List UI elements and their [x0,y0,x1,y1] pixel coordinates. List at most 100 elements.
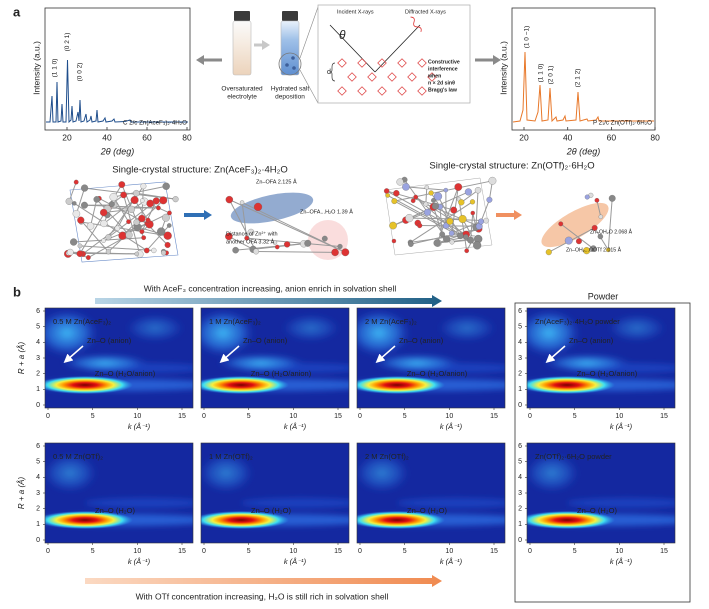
x-axis-label: k (Å⁻¹) [284,422,307,431]
bragg-theta: θ [339,28,346,42]
bragg-note: Constructive [428,59,460,65]
atom [164,241,171,248]
atom [433,192,443,201]
y-tick-label: 4 [36,339,40,346]
crystal-dot [285,63,289,67]
vial-caption: electrolyte [227,94,257,101]
x-tick-label: 10 [445,548,453,555]
atom [160,250,167,256]
lattice-atom [337,86,347,96]
bond [84,204,159,209]
x-tick-label: 10 [289,548,297,555]
zoom-line [299,69,319,104]
x-tick-label: 40 [563,132,573,142]
highlight-ring [308,220,348,260]
atom [483,217,490,224]
atom [81,184,89,192]
atom [239,200,245,205]
atom [591,224,598,231]
atom [443,187,448,193]
xrd-pattern [512,51,654,123]
y-tick-label: 2 [36,506,40,513]
x-tick-label: 10 [615,413,623,420]
x-tick-label: 0 [528,413,532,420]
lattice-atom [337,58,347,68]
bond [228,199,257,252]
x-tick-label: 15 [660,413,668,420]
y-tick-label: 3 [36,355,40,362]
atom [564,236,573,245]
atom [608,194,616,202]
atom [161,213,170,222]
bond [136,192,176,200]
atom [118,231,127,240]
atom [467,236,474,244]
x-tick-label: 5 [403,413,407,420]
wavelet-map [357,308,505,408]
streak [397,498,505,508]
atom [274,244,280,250]
panel-condition: 1 M Zn(OTf)₂ [209,452,253,461]
atom [606,247,611,253]
atom [109,193,118,202]
panel-label: a [13,4,21,19]
x-axis-label: k (Å⁻¹) [128,557,151,566]
atom [76,250,84,257]
patch [357,453,410,493]
x-axis-label: k (Å⁻¹) [284,557,307,566]
atom [232,246,239,254]
feature-label: Zn–O (H₂O/anion) [407,369,468,378]
feature-label: Zn–O (H₂O) [95,506,136,515]
atom [454,183,463,191]
bond [228,235,254,250]
diffracted-ray [374,24,421,73]
arrow-head [262,40,270,50]
x-tick-label: 10 [615,548,623,555]
atom [446,217,454,225]
x-tick-label: 15 [178,413,186,420]
bond [596,200,602,217]
x-tick-label: 5 [247,548,251,555]
atom [167,210,172,216]
bond [90,199,98,227]
x-tick-label: 5 [91,413,95,420]
crystal-dot [292,66,296,70]
bond [74,202,148,251]
structure-note: Distance of Zn²⁺ with [226,230,278,237]
x-tick-label: 0 [358,413,362,420]
y-tick-label: 1 [36,521,40,528]
atom [65,197,73,205]
y-tick-label: 5 [36,459,40,466]
x-tick-label: 5 [247,413,251,420]
arrow-head [196,55,204,65]
feature-label: Zn–O (anion) [399,336,444,345]
panel-condition: 0.5 M Zn(OTf)₂ [53,452,103,461]
atom [393,190,400,197]
hot-spot [357,511,445,529]
atom [594,198,600,203]
trend-caption: With AceF₃ concentration increasing, ani… [144,283,397,293]
plot-frame [44,7,191,131]
bragg-note: n × 2d sinθ [428,80,455,86]
atom [172,196,179,203]
atom [431,197,436,203]
atom [410,198,416,204]
y-tick-label: 1 [518,386,522,393]
wavelet-map [45,443,193,543]
bragg-brace [329,62,336,82]
atom [341,248,350,257]
atom [597,233,604,240]
x-tick-label: 0 [46,548,50,555]
atom [127,205,136,213]
x-tick-label: 15 [490,413,498,420]
atom [134,251,139,257]
y-tick-label: 0 [36,537,40,544]
atom [423,208,431,216]
atom [337,243,343,250]
lattice-atom [357,86,367,96]
patch [201,453,254,493]
y-tick-label: 2 [518,506,522,513]
x-tick-label: 80 [650,132,660,142]
feature-label: Zn–O (anion) [569,336,614,345]
lattice-atom [397,86,407,96]
